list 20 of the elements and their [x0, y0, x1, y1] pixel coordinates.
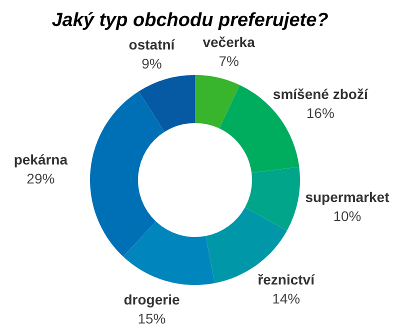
donut-slice [138, 75, 195, 132]
donut-slice [244, 166, 300, 231]
data-label: 15% [138, 310, 166, 327]
chart-title: Jaký typ obchodu preferujete? [52, 10, 329, 31]
slice-label: supermarket [305, 188, 390, 205]
slice-label: večerka [202, 34, 256, 50]
data-label: 14% [272, 290, 300, 307]
slice-label: ostatní [128, 36, 176, 52]
data-label: 10% [333, 208, 362, 224]
data-label: 16% [306, 104, 334, 121]
slice-label: pekárna [14, 151, 68, 168]
donut-slice [90, 91, 164, 257]
slice-label: smíšené zboží [272, 86, 369, 102]
donut-slice [195, 75, 240, 128]
data-label: 7% [218, 53, 239, 70]
slice-label: řeznictví [258, 272, 316, 288]
data-label: 9% [142, 55, 162, 72]
donut-slice [123, 222, 215, 285]
slice-label: drogerie [124, 292, 180, 308]
data-label: 29% [26, 170, 55, 186]
